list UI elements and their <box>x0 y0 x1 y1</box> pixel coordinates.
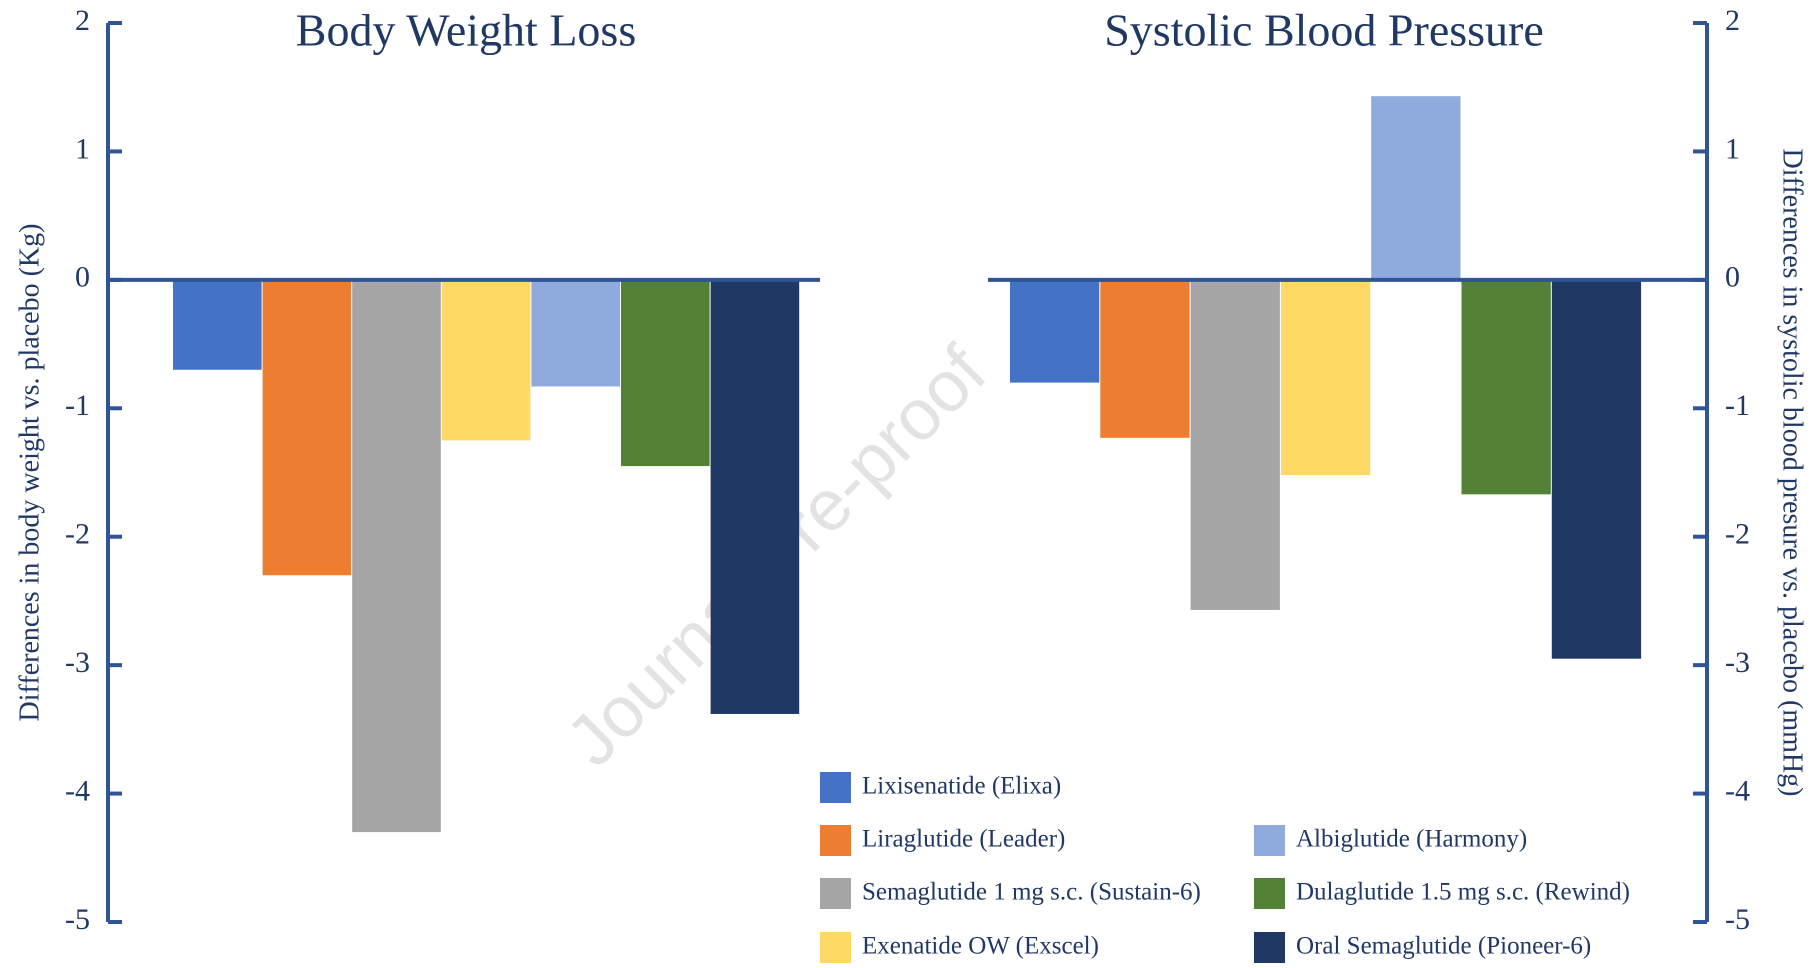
bar <box>1551 279 1642 659</box>
y-tick-label: 1 <box>75 132 90 165</box>
bar <box>531 279 620 387</box>
legend-swatch <box>1254 932 1285 963</box>
legend-swatch <box>1254 825 1285 856</box>
bar <box>173 279 262 370</box>
legend-swatch <box>820 878 851 909</box>
y2-tick-label: -4 <box>1725 774 1750 807</box>
bar <box>1100 279 1190 438</box>
legend-label: Semaglutide 1 mg s.c. (Sustain-6) <box>862 879 1201 906</box>
bar <box>1461 279 1551 495</box>
axis-label: Differences in systolic blood presure vs… <box>1777 149 1808 797</box>
legend-swatch <box>820 825 851 856</box>
bar <box>1371 96 1461 280</box>
legend-label: Oral Semaglutide (Pioneer-6) <box>1296 933 1591 960</box>
legend-label: Liraglutide (Leader) <box>862 826 1065 853</box>
y2-tick-label: -1 <box>1725 389 1750 422</box>
y-tick-label: 0 <box>75 261 90 294</box>
legend-label: Albiglutide (Harmony) <box>1296 826 1527 853</box>
legend-label: Dulaglutide 1.5 mg s.c. (Rewind) <box>1296 879 1630 906</box>
chart-title: Body Weight Loss <box>296 5 636 56</box>
bar <box>1010 279 1100 383</box>
bar <box>1280 279 1371 476</box>
axis-label: Differences in body weight vs. placebo (… <box>14 224 45 722</box>
y-tick-label: -5 <box>65 903 90 936</box>
legend-swatch <box>820 772 851 803</box>
y-tick-label: -4 <box>65 774 90 807</box>
y2-tick-label: -3 <box>1725 646 1750 679</box>
y-tick-label: -2 <box>65 518 90 551</box>
y2-tick-label: 1 <box>1725 132 1740 165</box>
bar <box>621 279 710 467</box>
bar <box>710 279 800 714</box>
chart-title: Systolic Blood Pressure <box>1104 5 1544 56</box>
bar <box>262 279 352 576</box>
legend-swatch <box>820 932 851 963</box>
legend-label: Lixisenatide (Elixa) <box>862 773 1061 800</box>
legend-label: Exenatide OW (Exscel) <box>862 933 1099 960</box>
y2-tick-label: 2 <box>1725 4 1740 37</box>
bar <box>352 279 441 833</box>
y2-tick-label: -2 <box>1725 518 1750 551</box>
bar <box>441 279 531 441</box>
y2-tick-label: 0 <box>1725 261 1740 294</box>
y2-tick-label: -5 <box>1725 903 1750 936</box>
y-tick-label: -3 <box>65 646 90 679</box>
legend-swatch <box>1254 878 1285 909</box>
y-tick-label: 2 <box>75 4 90 37</box>
bar <box>1190 279 1280 610</box>
y-tick-label: -1 <box>65 389 90 422</box>
